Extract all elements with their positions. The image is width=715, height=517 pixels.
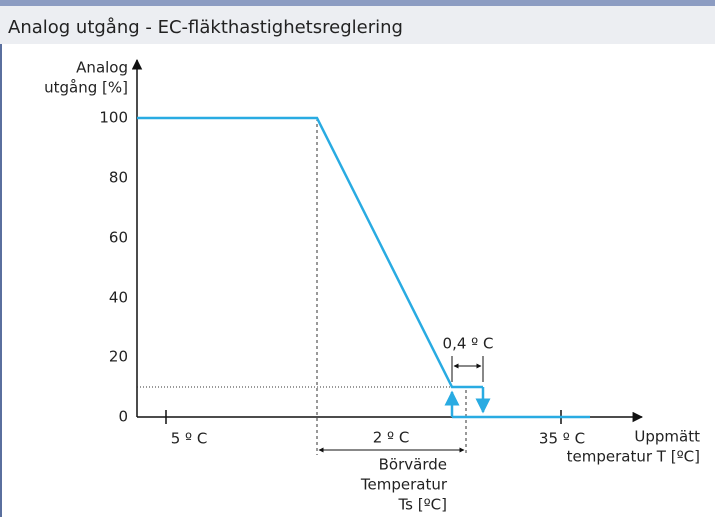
y-tick-label: 20 [109, 348, 128, 366]
y-tick-label: 60 [109, 229, 128, 247]
y-tick-label: 100 [99, 109, 128, 127]
y-label: utgång [%] [44, 79, 128, 97]
x-tick-label: 35 º C [539, 430, 585, 448]
x-tick-label: 5 º C [171, 430, 208, 448]
y-tick-label: 40 [109, 289, 128, 307]
setpoint-label: Börvärde [379, 456, 447, 474]
top-bar [0, 0, 715, 6]
x-label: Uppmätt [634, 428, 700, 446]
y-label: Analog [76, 59, 128, 77]
title: Analog utgång - EC-fläkthastighetsregler… [8, 17, 403, 38]
header [0, 6, 715, 44]
band-label: 2 º C [373, 429, 410, 447]
hysteresis-label: 0,4 º C [443, 335, 494, 353]
x-label: temperatur T [ºC] [567, 448, 700, 466]
y-tick-label: 0 [118, 408, 128, 426]
left-border [0, 44, 2, 517]
setpoint-label: Ts [ºC] [397, 496, 447, 514]
guides [137, 118, 484, 455]
labels: Analog utgång [%] 5 º C 35 º C Uppmätt t… [44, 59, 700, 514]
setpoint-label: Temperatur [360, 476, 448, 494]
output-line [137, 116, 483, 389]
curve [137, 116, 590, 419]
y-tick-label: 80 [109, 169, 128, 187]
